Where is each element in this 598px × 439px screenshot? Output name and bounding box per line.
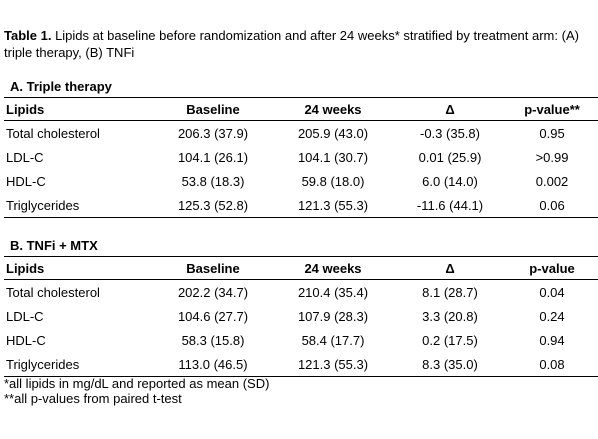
table-row: Triglycerides 113.0 (46.5) 121.3 (55.3) … xyxy=(4,352,598,377)
table-row: Triglycerides 125.3 (52.8) 121.3 (55.3) … xyxy=(4,193,598,218)
baseline-cell: 202.2 (34.7) xyxy=(177,284,249,300)
caption-text: Lipids at baseline before randomization … xyxy=(4,28,579,60)
lipid-name-cell: HDL-C xyxy=(6,173,46,189)
baseline-cell: 104.6 (27.7) xyxy=(177,308,249,324)
week24-cell: 121.3 (55.3) xyxy=(272,193,394,218)
baseline-cell: 113.0 (46.5) xyxy=(154,352,272,377)
lipid-name-cell: Total cholesterol xyxy=(6,284,100,300)
table-a-title-row: A. Triple therapy xyxy=(4,75,598,98)
column-header-baseline: Baseline xyxy=(154,97,272,121)
delta-cell: -0.3 (35.8) xyxy=(420,125,480,141)
delta-cell: 8.3 (35.0) xyxy=(394,352,506,377)
baseline-cell: 53.8 (18.3) xyxy=(181,173,245,189)
delta-cell: 0.01 (25.9) xyxy=(418,149,482,165)
baseline-cell: 104.1 (26.1) xyxy=(177,149,249,165)
column-header-delta: Δ xyxy=(394,256,506,280)
table-b-header-row: Lipids Baseline 24 weeks Δ p-value xyxy=(4,256,598,280)
table-b: B. TNFi + MTX Lipids Baseline 24 weeks Δ… xyxy=(4,234,598,377)
lipid-name-cell: Triglycerides xyxy=(4,352,154,377)
p-value-cell: 0.24 xyxy=(539,308,565,324)
caption-label: Table 1. xyxy=(4,28,52,43)
lipid-name-cell: Total cholesterol xyxy=(6,125,100,141)
column-header-24-weeks: 24 weeks xyxy=(272,256,394,280)
table-row: LDL-C 104.1 (26.1) 104.1 (30.7) 0.01 (25… xyxy=(4,145,598,169)
delta-cell: 3.3 (20.8) xyxy=(422,308,478,324)
table-row: Total cholesterol 202.2 (34.7) 210.4 (35… xyxy=(4,280,598,305)
column-header-baseline: Baseline xyxy=(154,256,272,280)
table-a-header-row: Lipids Baseline 24 weeks Δ p-value** xyxy=(4,97,598,121)
lipid-name-cell: LDL-C xyxy=(6,308,44,324)
table-caption: Table 1. Lipids at baseline before rando… xyxy=(4,27,594,61)
table-row: Total cholesterol 206.3 (37.9) 205.9 (43… xyxy=(4,121,598,146)
week24-cell: 107.9 (28.3) xyxy=(297,308,369,324)
table-row: HDL-C 58.3 (15.8) 58.4 (17.7) 0.2 (17.5)… xyxy=(4,328,598,352)
column-header-24-weeks: 24 weeks xyxy=(272,97,394,121)
column-header-p-value: p-value xyxy=(506,256,598,280)
column-header-p-value: p-value** xyxy=(506,97,598,121)
table-b-title: B. TNFi + MTX xyxy=(10,237,98,253)
lipid-name-cell: Triglycerides xyxy=(4,193,154,218)
week24-cell: 59.8 (18.0) xyxy=(301,173,365,189)
delta-cell: 8.1 (28.7) xyxy=(422,284,478,300)
delta-cell: -11.6 (44.1) xyxy=(394,193,506,218)
footnotes: *all lipids in mg/dL and reported as mea… xyxy=(4,376,269,406)
baseline-cell: 125.3 (52.8) xyxy=(154,193,272,218)
delta-cell: 6.0 (14.0) xyxy=(422,173,478,189)
p-value-cell: 0.08 xyxy=(506,352,598,377)
week24-cell: 121.3 (55.3) xyxy=(272,352,394,377)
lipid-name-cell: LDL-C xyxy=(6,149,44,165)
week24-cell: 58.4 (17.7) xyxy=(301,332,365,348)
table-b-title-row: B. TNFi + MTX xyxy=(4,234,598,257)
p-value-cell: >0.99 xyxy=(535,149,569,165)
footnote: **all p-values from paired t-test xyxy=(4,391,182,406)
baseline-cell: 58.3 (15.8) xyxy=(181,332,245,348)
delta-cell: 0.2 (17.5) xyxy=(422,332,478,348)
p-value-cell: 0.06 xyxy=(506,193,598,218)
table-row: LDL-C 104.6 (27.7) 107.9 (28.3) 3.3 (20.… xyxy=(4,304,598,328)
p-value-cell: 0.002 xyxy=(535,173,569,189)
table-a: A. Triple therapy Lipids Baseline 24 wee… xyxy=(4,75,598,218)
p-value-cell: 0.95 xyxy=(539,125,565,141)
week24-cell: 205.9 (43.0) xyxy=(297,125,369,141)
table-row: HDL-C 53.8 (18.3) 59.8 (18.0) 6.0 (14.0)… xyxy=(4,169,598,193)
week24-cell: 210.4 (35.4) xyxy=(297,284,369,300)
week24-cell: 104.1 (30.7) xyxy=(297,149,369,165)
lipid-name-cell: HDL-C xyxy=(6,332,46,348)
p-value-cell: 0.04 xyxy=(539,284,565,300)
column-header-lipids: Lipids xyxy=(4,256,154,280)
p-value-cell: 0.94 xyxy=(539,332,565,348)
table-a-title: A. Triple therapy xyxy=(10,78,112,94)
baseline-cell: 206.3 (37.9) xyxy=(177,125,249,141)
column-header-lipids: Lipids xyxy=(4,97,154,121)
footnote: *all lipids in mg/dL and reported as mea… xyxy=(4,376,270,391)
column-header-delta: Δ xyxy=(394,97,506,121)
